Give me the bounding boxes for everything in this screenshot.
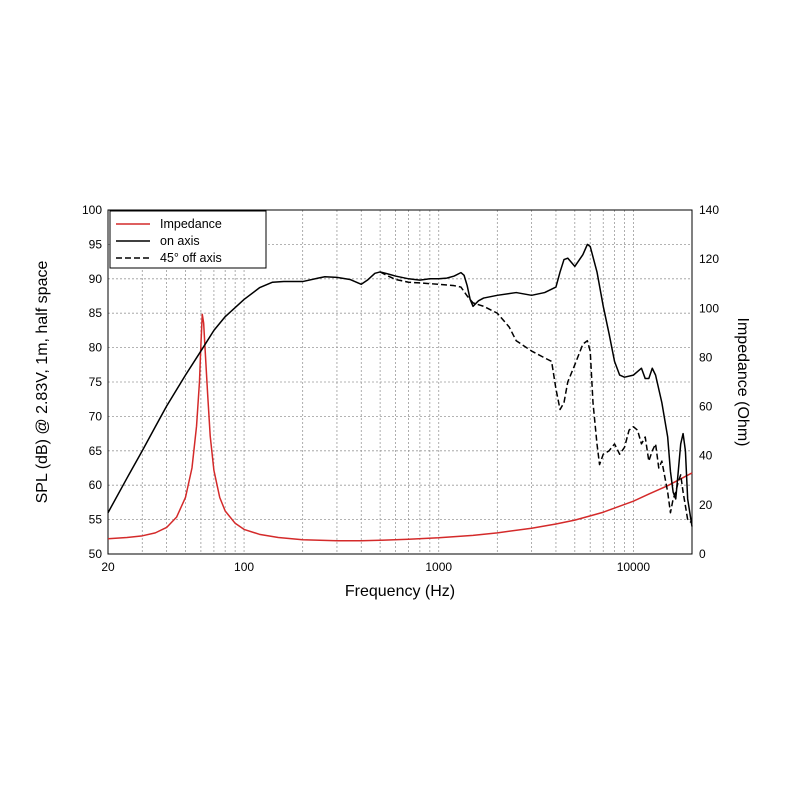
plot-frame [107,209,693,555]
y-right-tick-label: 20 [699,498,713,512]
x-tick-label: 1000 [425,560,452,574]
y-axis-left-title: SPL (dB) @ 2.83V, 1m, half space [34,261,51,504]
y-left-tick-label: 85 [89,306,103,320]
x-axis-title: Frequency (Hz) [345,583,455,600]
y-right-tick-label: 80 [699,350,713,364]
y-right-tick-label: 40 [699,449,713,463]
y-left-tick-label: 75 [89,375,103,389]
y-left-tick-label: 60 [89,478,103,492]
tick-labels: 20 100 1000 1000050556065707580859095100020… [82,203,719,574]
y-left-tick-label: 90 [89,272,103,286]
y-left-tick-label: 50 [89,547,103,561]
series-layer [107,243,693,542]
y-right-tick-label: 100 [699,301,719,315]
legend: Impedance on axis 45° off axis [109,210,267,269]
y-right-tick-label: 140 [699,203,719,217]
y-left-tick-label: 100 [82,203,102,217]
off-axis-curve [379,271,693,524]
legend-label-impedance: Impedance [160,217,222,231]
y-left-tick-label: 70 [89,409,103,423]
y-left-tick-label: 65 [89,444,103,458]
x-tick-label: 10000 [617,560,651,574]
y-left-tick-label: 95 [89,237,103,251]
x-tick-label: 100 [234,560,254,574]
y-right-tick-label: 120 [699,252,719,266]
on-axis-curve [107,243,693,527]
y-right-tick-label: 60 [699,400,713,414]
impedance-curve [107,313,693,542]
legend-label-on-axis: on axis [160,234,200,248]
y-right-tick-label: 0 [699,547,706,561]
y-left-tick-label: 55 [89,513,103,527]
y-left-tick-label: 80 [89,341,103,355]
x-tick-label: 20 [101,560,115,574]
legend-label-off-axis: 45° off axis [160,251,222,265]
y-axis-right-title: Impedance (Ohm) [734,318,751,447]
